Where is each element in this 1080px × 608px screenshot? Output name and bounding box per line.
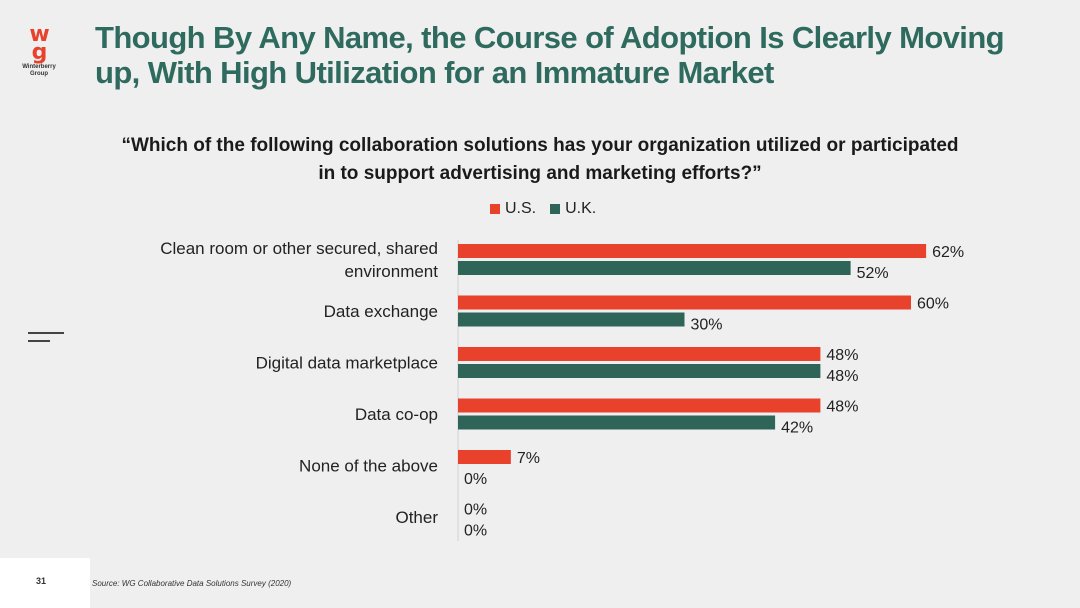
category-label: None of the above: [299, 457, 438, 476]
bar-us: [458, 244, 926, 258]
page-number: 31: [36, 576, 46, 586]
data-label-us: 7%: [517, 450, 540, 467]
data-label-uk: 48%: [826, 368, 858, 385]
category-label: environment: [344, 262, 438, 281]
data-label-uk: 52%: [857, 265, 889, 282]
bar-chart: Clean room or other secured, shared envir…: [0, 0, 1080, 608]
bar-us: [458, 399, 820, 413]
bar-us: [458, 296, 911, 310]
data-label-uk: 42%: [781, 420, 813, 437]
bar-us: [458, 450, 511, 464]
category-label: Clean room or other secured, shared: [160, 239, 438, 258]
category-label: Other: [395, 508, 438, 527]
source-note: Source: WG Collaborative Data Solutions …: [92, 579, 291, 588]
data-label-uk: 0%: [464, 471, 487, 488]
data-label-us: 62%: [932, 244, 964, 261]
bar-uk: [458, 261, 851, 275]
category-label: Digital data marketplace: [256, 354, 438, 373]
bar-us: [458, 347, 820, 361]
bar-uk: [458, 313, 685, 327]
data-label-us: 0%: [464, 502, 487, 519]
bar-uk: [458, 364, 820, 378]
data-label-us: 60%: [917, 296, 949, 313]
bar-uk: [458, 416, 775, 430]
data-label-us: 48%: [826, 399, 858, 416]
category-label: Data co-op: [355, 405, 438, 424]
data-label-uk: 30%: [691, 317, 723, 334]
category-label: Data exchange: [324, 302, 438, 321]
data-label-us: 48%: [826, 347, 858, 364]
data-label-uk: 0%: [464, 523, 487, 540]
